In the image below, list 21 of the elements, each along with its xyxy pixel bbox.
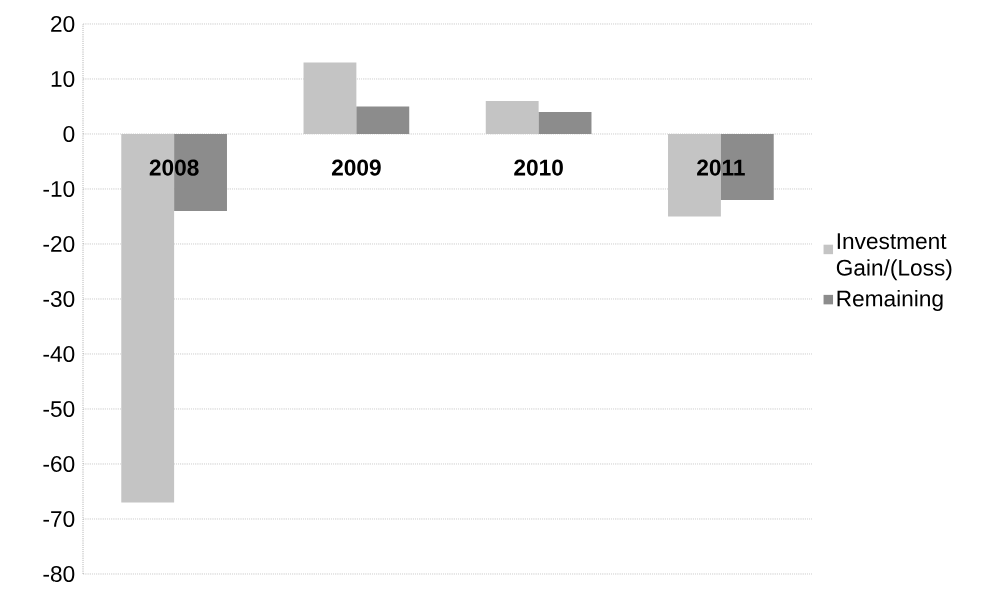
y-tick-label: -50: [43, 401, 75, 418]
y-tick-label: 0: [63, 126, 75, 143]
y-tick-label: -80: [43, 566, 75, 583]
y-tick-label: -20: [43, 236, 75, 253]
y-tick-label: -70: [43, 511, 75, 528]
bar: [356, 106, 410, 135]
bar: [538, 112, 592, 135]
x-tick-label: 2009: [331, 159, 381, 176]
legend-label: Remaining: [837, 290, 943, 312]
bar: [485, 101, 539, 135]
x-tick-label: 2010: [514, 159, 563, 176]
y-tick-label: -10: [43, 181, 75, 198]
bar: [303, 62, 357, 135]
legend-label: Investment Gain/(Loss): [836, 233, 952, 281]
y-tick-label: -30: [43, 291, 75, 308]
y-tick-label: 20: [51, 16, 75, 33]
x-tick-label: 2011: [697, 159, 745, 176]
y-tick-label: -60: [43, 456, 75, 473]
x-tick-label: 2008: [149, 159, 199, 176]
y-tick-label: -40: [43, 346, 75, 363]
y-tick-label: 10: [51, 71, 75, 88]
